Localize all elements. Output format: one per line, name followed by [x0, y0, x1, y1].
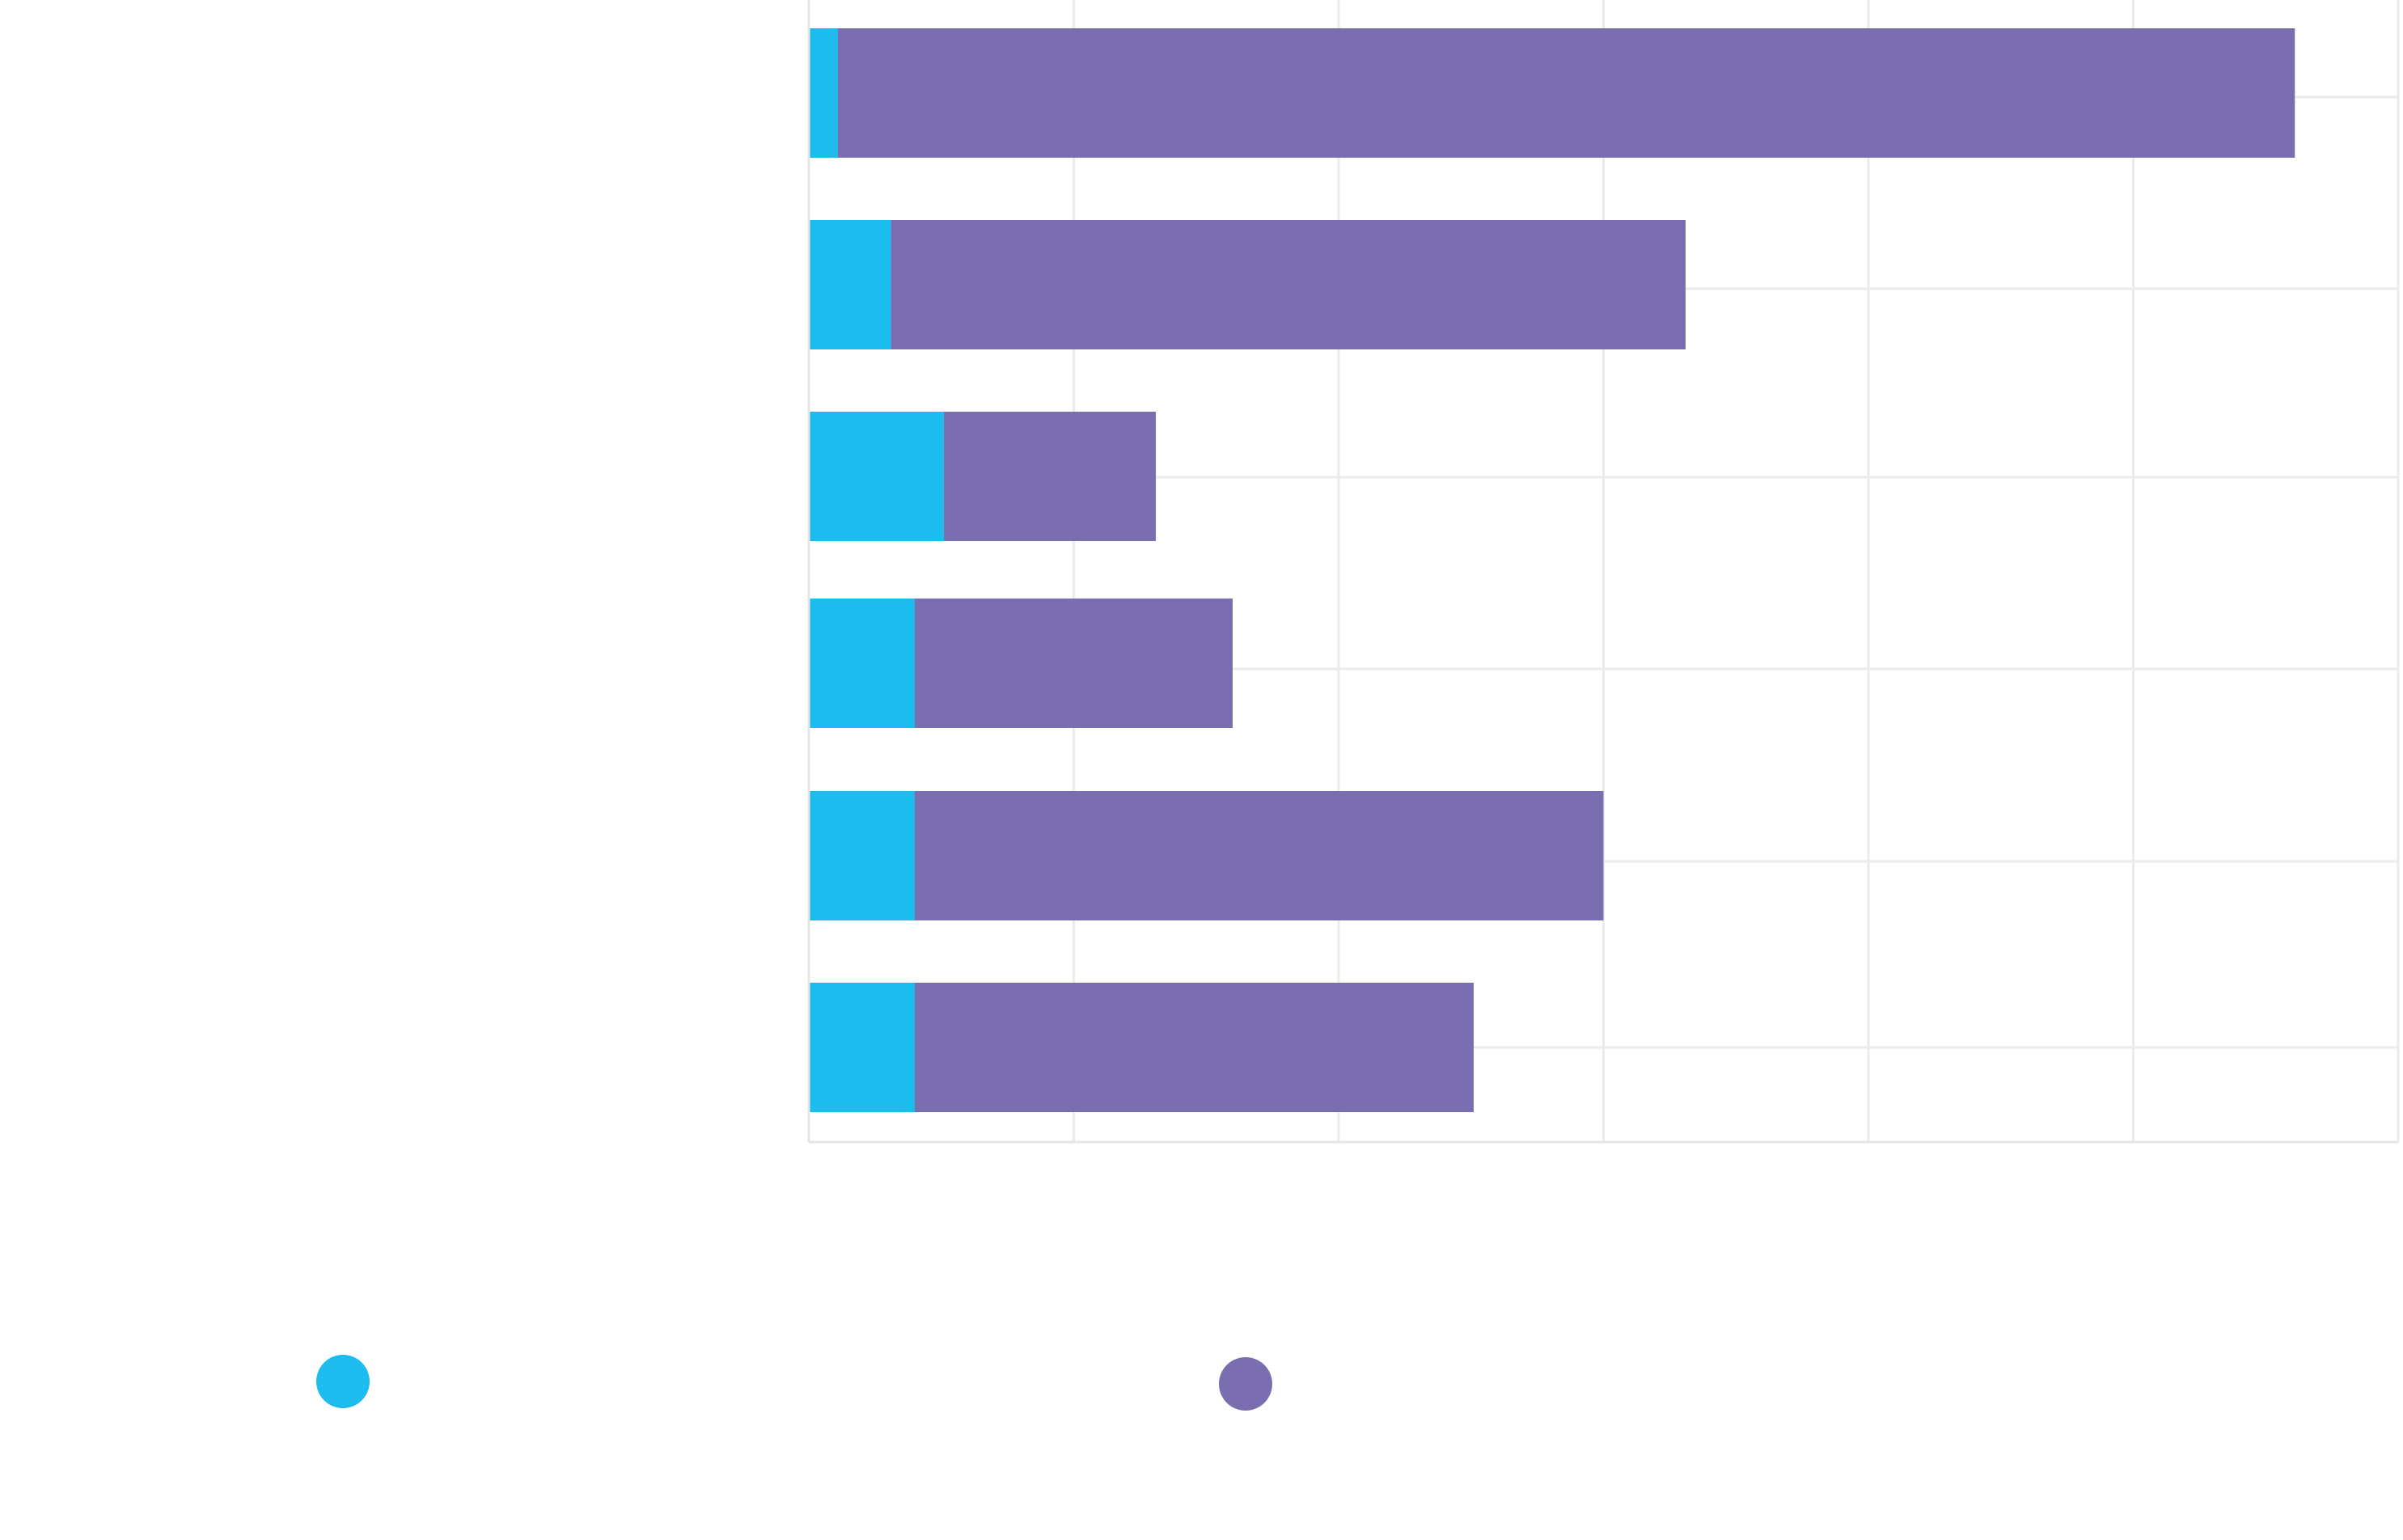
bar-segment-series-1-row-6 [809, 983, 915, 1112]
axes [807, 0, 2398, 1144]
legend [316, 1355, 1272, 1411]
legend-marker-series-1 [316, 1355, 370, 1408]
legend-marker-series-2 [1219, 1357, 1272, 1411]
bar-segment-series-2-row-1 [838, 28, 2295, 158]
bar-segment-series-2-row-4 [915, 599, 1233, 728]
bar-segment-series-1-row-5 [809, 791, 915, 920]
bar-segment-series-2-row-3 [944, 412, 1157, 541]
bar-segment-series-1-row-1 [809, 28, 839, 158]
bar-segment-series-1-row-2 [809, 220, 891, 349]
bar-segment-series-1-row-3 [809, 412, 945, 541]
bar-segment-series-2-row-2 [891, 220, 1686, 349]
bars [809, 28, 2295, 1112]
grid-lines [807, 0, 2400, 1142]
bar-segment-series-2-row-6 [915, 983, 1474, 1112]
bar-segment-series-1-row-4 [809, 599, 915, 728]
bar-segment-series-2-row-5 [915, 791, 1604, 920]
